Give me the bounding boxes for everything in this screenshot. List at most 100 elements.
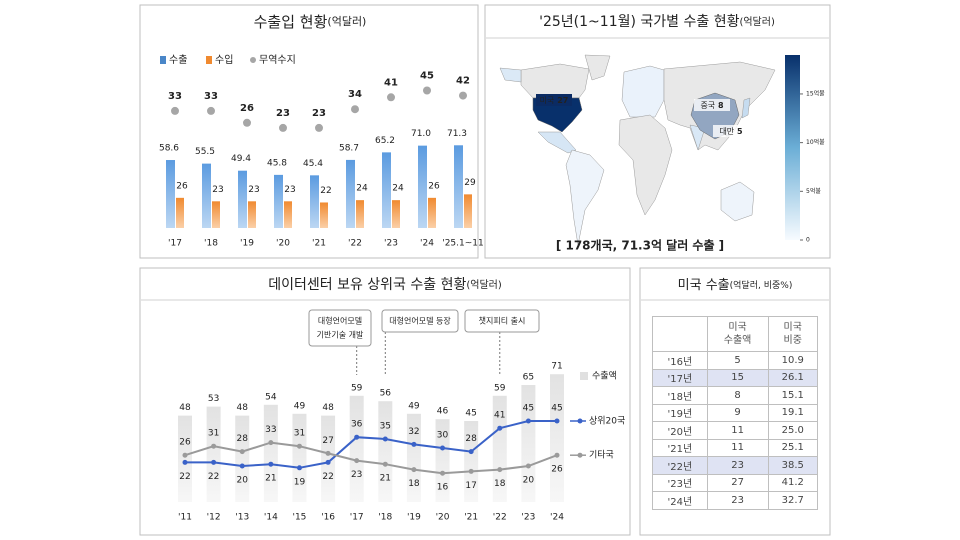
country-name: 대만	[719, 127, 734, 136]
bar	[349, 395, 364, 502]
annotation-box	[381, 309, 459, 333]
balance-dot	[351, 105, 359, 114]
value-label: 59	[494, 383, 506, 393]
point	[211, 459, 217, 465]
value-label: 59	[351, 383, 363, 393]
table-cell: '22년	[652, 456, 708, 475]
table-cell: 32.7	[767, 491, 818, 510]
header-line: 미국	[783, 322, 802, 333]
table-cell: 23	[706, 491, 769, 510]
bar	[382, 152, 391, 228]
value-label: 48	[237, 403, 249, 413]
land	[689, 124, 706, 151]
table-row: '19년 9 19.1	[652, 403, 818, 422]
value-label: 55.5	[195, 147, 215, 157]
value-label: 20	[237, 476, 249, 486]
bar	[428, 197, 436, 228]
value-label: 26	[551, 465, 563, 475]
point	[268, 440, 274, 446]
value-label: 26	[428, 181, 440, 191]
bar	[263, 404, 278, 502]
table-header: 미국 수출액 미국 비중	[652, 316, 818, 352]
value-label: 23	[312, 108, 326, 119]
value-label: 33	[204, 91, 218, 102]
bar	[454, 145, 463, 228]
legend-label: 수출액	[592, 370, 617, 382]
value-label: 49.4	[231, 154, 251, 164]
column-header: 미국 수출액	[706, 316, 769, 352]
point	[296, 443, 302, 449]
table-cell: 27	[706, 473, 769, 492]
x-tick-label: '23	[384, 239, 398, 249]
value-label: 22	[208, 472, 219, 482]
table-row: '21년 11 25.1	[652, 438, 818, 457]
value-label: 71	[551, 362, 562, 372]
point	[239, 449, 245, 455]
bar	[238, 170, 247, 228]
annotation-box	[308, 309, 372, 347]
point	[411, 467, 417, 473]
x-tick-label: '25.1~11	[442, 239, 484, 249]
value-label: 26	[176, 181, 188, 191]
bar	[464, 421, 479, 502]
point	[325, 459, 331, 465]
point	[440, 445, 446, 451]
table-cell: '18년	[652, 386, 708, 405]
value-label: 22	[320, 186, 331, 196]
value-label: 36	[351, 420, 363, 430]
table-cell: 41.2	[767, 473, 818, 492]
legend-marker	[577, 418, 583, 424]
value-label: 35	[380, 422, 391, 432]
line	[185, 420, 557, 469]
value-label: 29	[464, 178, 476, 188]
country-label-bg	[694, 99, 730, 111]
value-label: 46	[437, 407, 449, 417]
bar	[292, 413, 307, 502]
x-tick-label: '24	[550, 513, 564, 523]
x-tick-label: '20	[276, 239, 290, 249]
value-label: 26	[240, 103, 254, 114]
table-cell: 23	[706, 456, 769, 475]
line	[184, 441, 558, 475]
x-tick-label: '11	[178, 513, 192, 523]
colorbar	[785, 55, 800, 240]
table-cell: '19년	[652, 403, 708, 422]
panel-title: '25년(1~11월) 국가별 수출 현황(억달러)	[539, 14, 775, 30]
balance-dot	[171, 106, 179, 115]
bar	[492, 395, 507, 502]
title-main: '25년(1~11월) 국가별 수출 현황	[539, 14, 739, 30]
legend-marker	[577, 452, 583, 458]
value-label: 28	[465, 434, 477, 444]
value-label: 54	[265, 392, 277, 402]
title-unit: (억달러)	[466, 279, 502, 291]
point	[354, 434, 360, 440]
corner	[652, 316, 708, 352]
value-label: 48	[322, 403, 334, 413]
value-label: 65.2	[375, 136, 395, 146]
table-cell: '17년	[652, 368, 708, 387]
bar	[406, 413, 421, 502]
value-label: 18	[408, 479, 420, 489]
x-tick-label: '23	[521, 513, 535, 523]
point	[211, 443, 217, 449]
value-label: 20	[523, 476, 535, 486]
point	[325, 450, 331, 456]
table-cell: 8	[706, 386, 769, 405]
title-unit: (억달러, 비중%)	[730, 279, 793, 291]
table-cell: 38.5	[767, 456, 818, 475]
value-label: 32	[408, 427, 419, 437]
point	[468, 449, 474, 455]
colorbar-label: 0	[806, 237, 810, 244]
bar	[235, 415, 250, 502]
bar	[206, 406, 221, 502]
legend-swatch	[160, 56, 166, 64]
panel-title: 수출입 현황(억달러)	[254, 13, 367, 31]
point	[296, 465, 302, 471]
balance-dot	[387, 93, 395, 102]
value-label: 53	[208, 394, 219, 404]
point	[554, 418, 560, 424]
colorbar-label: 15억불	[806, 89, 825, 97]
bar	[435, 419, 450, 502]
value-label: 45	[465, 409, 476, 419]
